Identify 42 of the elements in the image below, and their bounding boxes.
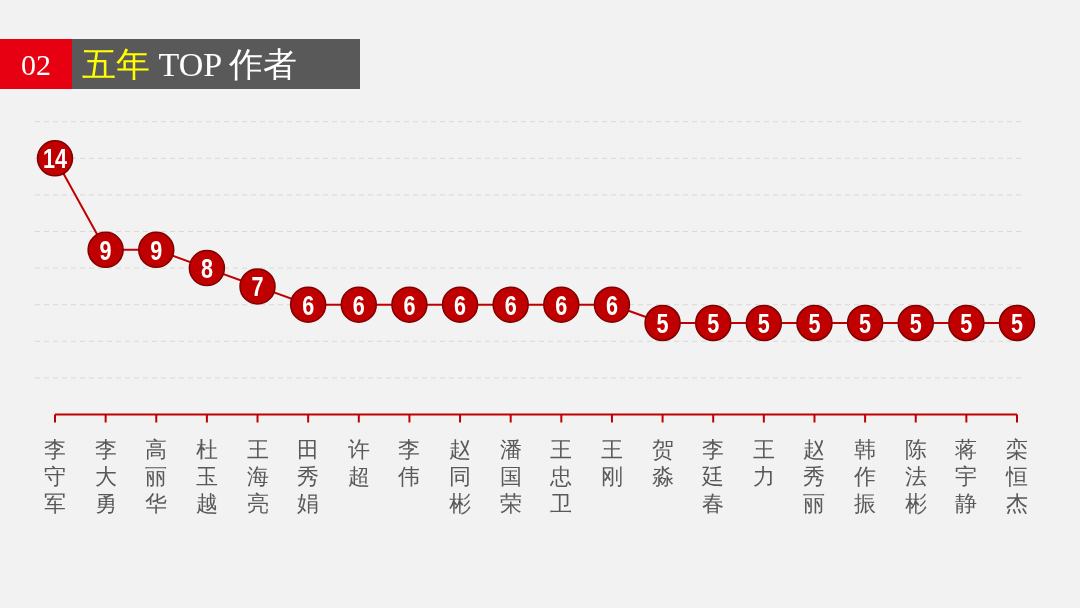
data-label: 9 xyxy=(99,235,112,266)
data-label: 8 xyxy=(200,253,213,284)
x-tick-label: 贺淼 xyxy=(651,436,674,489)
data-label: 6 xyxy=(302,290,315,321)
data-label: 6 xyxy=(352,290,365,321)
data-label: 5 xyxy=(859,308,872,339)
x-tick-label: 许超 xyxy=(347,436,370,489)
x-tick-label: 王刚 xyxy=(600,436,623,489)
x-tick-label: 高丽华 xyxy=(145,436,168,516)
data-label: 6 xyxy=(403,290,416,321)
data-label: 9 xyxy=(150,235,163,266)
x-tick-label: 杜玉越 xyxy=(195,436,218,516)
data-label: 5 xyxy=(707,308,720,339)
data-label: 5 xyxy=(1011,308,1023,339)
chart-title: 02 五年 TOP 作者 xyxy=(21,46,298,83)
data-label: 5 xyxy=(757,308,770,339)
x-tick-label: 李大勇 xyxy=(94,436,117,516)
x-tick-label: 潘国荣 xyxy=(499,436,522,516)
x-tick-label: 王力 xyxy=(752,436,775,489)
data-label: 5 xyxy=(960,308,973,339)
data-label: 6 xyxy=(504,290,517,321)
x-tick-label: 蒋宇静 xyxy=(955,436,978,516)
x-tick-label: 赵秀丽 xyxy=(803,436,826,516)
data-label: 6 xyxy=(555,290,568,321)
x-tick-label: 李廷春 xyxy=(701,436,725,516)
data-label: 5 xyxy=(909,308,922,339)
x-tick-label: 李伟 xyxy=(398,436,421,489)
title: 02 五年 TOP 作者 xyxy=(0,39,360,89)
x-tick-label: 赵同彬 xyxy=(449,436,472,516)
data-label: 5 xyxy=(656,308,669,339)
x-tick-label: 田秀娟 xyxy=(297,436,320,516)
data-label: 6 xyxy=(454,290,467,321)
data-label: 7 xyxy=(251,272,264,302)
data-label: 14 xyxy=(42,144,68,174)
data-label: 5 xyxy=(808,308,821,339)
x-tick-label: 韩作振 xyxy=(853,436,877,516)
x-tick-label: 王海亮 xyxy=(246,436,269,516)
x-tick-label: 栾恒杰 xyxy=(1005,436,1028,516)
data-label: 6 xyxy=(605,290,618,321)
x-tick-label: 李守军 xyxy=(44,436,66,516)
x-tick-label: 陈法彬 xyxy=(904,436,927,516)
x-tick-label: 王忠卫 xyxy=(549,436,573,516)
